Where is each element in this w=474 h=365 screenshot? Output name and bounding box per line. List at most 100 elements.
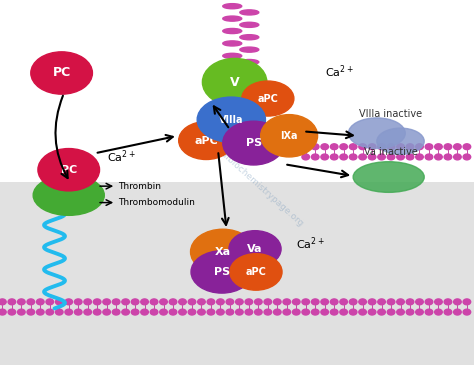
- Circle shape: [27, 299, 35, 305]
- Circle shape: [36, 309, 44, 315]
- Ellipse shape: [353, 162, 424, 192]
- Circle shape: [217, 299, 224, 305]
- Circle shape: [141, 299, 148, 305]
- Circle shape: [454, 309, 461, 315]
- Text: Xa: Xa: [215, 247, 231, 257]
- Circle shape: [55, 309, 63, 315]
- Circle shape: [387, 309, 395, 315]
- Circle shape: [84, 299, 91, 305]
- Circle shape: [378, 144, 385, 150]
- Circle shape: [311, 144, 319, 150]
- Circle shape: [36, 299, 44, 305]
- Circle shape: [169, 309, 177, 315]
- Circle shape: [245, 299, 253, 305]
- Circle shape: [463, 309, 471, 315]
- Circle shape: [245, 309, 253, 315]
- Text: VIIIa inactive: VIIIa inactive: [359, 109, 423, 119]
- Circle shape: [217, 309, 224, 315]
- Circle shape: [406, 299, 414, 305]
- Circle shape: [397, 154, 404, 160]
- Circle shape: [359, 309, 366, 315]
- Circle shape: [330, 144, 338, 150]
- Circle shape: [406, 154, 414, 160]
- Circle shape: [349, 299, 357, 305]
- Circle shape: [321, 144, 328, 150]
- Circle shape: [340, 309, 347, 315]
- Circle shape: [378, 154, 385, 160]
- Text: Ca$^{2+}$: Ca$^{2+}$: [325, 64, 354, 80]
- Circle shape: [302, 154, 310, 160]
- Circle shape: [18, 299, 25, 305]
- Circle shape: [160, 309, 167, 315]
- Ellipse shape: [223, 4, 242, 9]
- Circle shape: [27, 309, 35, 315]
- Ellipse shape: [230, 254, 282, 290]
- Text: Thrombin: Thrombin: [118, 182, 162, 191]
- Circle shape: [65, 309, 73, 315]
- Ellipse shape: [261, 115, 318, 157]
- Circle shape: [141, 309, 148, 315]
- Ellipse shape: [38, 149, 100, 191]
- Circle shape: [264, 309, 272, 315]
- Circle shape: [397, 299, 404, 305]
- Circle shape: [112, 299, 120, 305]
- Circle shape: [103, 299, 110, 305]
- Text: PC: PC: [61, 165, 77, 175]
- Ellipse shape: [348, 118, 405, 149]
- Circle shape: [340, 144, 347, 150]
- Text: Thrombomodulin: Thrombomodulin: [118, 198, 195, 207]
- Circle shape: [18, 309, 25, 315]
- Circle shape: [46, 299, 54, 305]
- Circle shape: [283, 309, 291, 315]
- Ellipse shape: [191, 251, 253, 293]
- Circle shape: [321, 309, 328, 315]
- Text: Va inactive: Va inactive: [364, 147, 418, 157]
- Circle shape: [359, 299, 366, 305]
- Circle shape: [435, 309, 442, 315]
- Circle shape: [349, 309, 357, 315]
- Circle shape: [179, 309, 186, 315]
- Circle shape: [93, 309, 101, 315]
- Circle shape: [435, 154, 442, 160]
- Circle shape: [425, 299, 433, 305]
- Ellipse shape: [202, 58, 267, 106]
- Circle shape: [188, 299, 196, 305]
- Circle shape: [463, 299, 471, 305]
- Circle shape: [198, 299, 205, 305]
- Text: aPC: aPC: [194, 135, 218, 146]
- Circle shape: [397, 309, 404, 315]
- Circle shape: [207, 299, 215, 305]
- Circle shape: [425, 309, 433, 315]
- Circle shape: [387, 144, 395, 150]
- Circle shape: [359, 144, 366, 150]
- Circle shape: [122, 299, 129, 305]
- Ellipse shape: [223, 16, 242, 21]
- Circle shape: [103, 309, 110, 315]
- Circle shape: [416, 309, 423, 315]
- Circle shape: [444, 144, 452, 150]
- Text: V: V: [230, 76, 239, 89]
- Circle shape: [311, 309, 319, 315]
- Circle shape: [416, 154, 423, 160]
- Circle shape: [454, 154, 461, 160]
- Circle shape: [425, 144, 433, 150]
- Ellipse shape: [240, 59, 259, 65]
- Circle shape: [406, 309, 414, 315]
- Circle shape: [131, 309, 139, 315]
- Ellipse shape: [229, 231, 281, 267]
- Ellipse shape: [377, 128, 424, 154]
- Circle shape: [150, 299, 158, 305]
- Circle shape: [226, 299, 234, 305]
- Circle shape: [179, 299, 186, 305]
- Text: themedicalbiochemistrypage.org: themedicalbiochemistrypage.org: [188, 122, 305, 229]
- Circle shape: [150, 309, 158, 315]
- Circle shape: [236, 299, 243, 305]
- Circle shape: [378, 309, 385, 315]
- Text: Ca$^{2+}$: Ca$^{2+}$: [107, 149, 136, 165]
- Text: aPC: aPC: [257, 93, 278, 104]
- Circle shape: [8, 309, 16, 315]
- Circle shape: [226, 309, 234, 315]
- Circle shape: [46, 309, 54, 315]
- Ellipse shape: [223, 28, 242, 34]
- Circle shape: [378, 299, 385, 305]
